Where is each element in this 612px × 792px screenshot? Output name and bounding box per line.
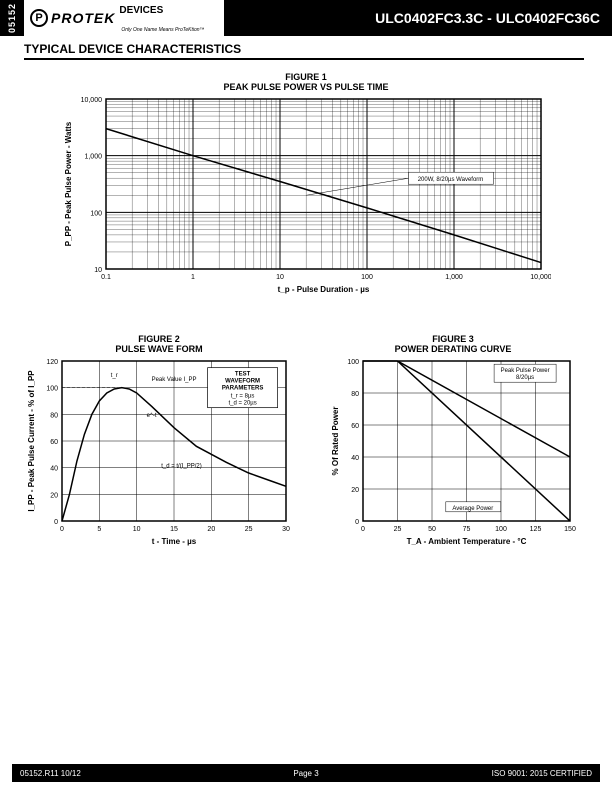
- svg-text:10: 10: [133, 526, 141, 533]
- figure3-area: FIGURE 3 POWER DERATING CURVE 0 25 50 75 100…: [318, 334, 588, 548]
- figure3-chart: 0 25 50 75 100 125 150 0 20 40 60 80 100 Peak Pulse P…: [328, 356, 578, 546]
- section-title: TYPICAL DEVICE CHARACTERISTICS: [24, 42, 584, 60]
- doc-id-badge: 05152: [0, 0, 24, 36]
- svg-text:T_A - Ambient Temperature - °C: T_A - Ambient Temperature - °C: [407, 537, 527, 546]
- figure1-label: FIGURE 1: [24, 72, 588, 82]
- svg-text:t_d = t/(I_PP/2): t_d = t/(I_PP/2): [161, 464, 202, 470]
- svg-text:120: 120: [46, 359, 58, 366]
- svg-text:5: 5: [97, 526, 101, 533]
- svg-text:15: 15: [170, 526, 178, 533]
- svg-text:10: 10: [276, 274, 284, 281]
- svg-text:200W, 8/20µs Waveform: 200W, 8/20µs Waveform: [418, 177, 484, 183]
- svg-text:e^-t: e^-t: [147, 413, 157, 419]
- svg-text:100: 100: [495, 526, 507, 533]
- figure2-chart: 051015202530020406080100120TESTWAVEFORMP…: [24, 356, 294, 546]
- footer-right: ISO 9001: 2015 CERTIFIED: [492, 769, 592, 778]
- header: 05152 P PROTEK DEVICES Only One Name Mea…: [0, 0, 612, 36]
- product-range: ULC0402FC3.3C - ULC0402FC36C: [224, 0, 612, 36]
- svg-text:WAVEFORM: WAVEFORM: [225, 379, 260, 385]
- svg-text:1,000: 1,000: [84, 154, 102, 161]
- svg-text:10,000: 10,000: [81, 97, 103, 104]
- svg-text:100: 100: [90, 210, 102, 217]
- figure2-label: FIGURE 2: [24, 334, 294, 344]
- logo-tagline: Only One Name Means ProTeKtion™: [121, 27, 204, 33]
- footer: 05152.R11 10/12 Page 3 ISO 9001: 2015 CE…: [12, 764, 600, 782]
- footer-left: 05152.R11 10/12: [20, 769, 81, 778]
- svg-text:10,000: 10,000: [530, 274, 551, 281]
- figure1-area: FIGURE 1 PEAK PULSE POWER VS PULSE TIME …: [0, 64, 612, 304]
- svg-text:20: 20: [351, 487, 359, 494]
- svg-text:100: 100: [347, 359, 359, 366]
- logo-brand: PROTEK: [51, 10, 115, 26]
- svg-text:40: 40: [50, 466, 58, 473]
- svg-text:40: 40: [351, 455, 359, 462]
- footer-center: Page 3: [293, 769, 318, 778]
- logo-suffix: DEVICES: [119, 5, 163, 16]
- svg-text:100: 100: [46, 386, 58, 393]
- svg-text:TEST: TEST: [235, 372, 251, 378]
- svg-text:Peak Pulse Power: Peak Pulse Power: [501, 368, 550, 374]
- svg-text:t_p - Pulse Duration - µs: t_p - Pulse Duration - µs: [278, 285, 370, 294]
- svg-text:125: 125: [530, 526, 542, 533]
- svg-text:0: 0: [54, 519, 58, 526]
- logo-area: P PROTEK DEVICES Only One Name Means Pro…: [24, 0, 224, 36]
- svg-text:I_PP - Peak Pulse Current - %: I_PP - Peak Pulse Current - % of I_PP: [27, 370, 36, 512]
- svg-text:8/20µs: 8/20µs: [516, 375, 534, 381]
- svg-text:50: 50: [428, 526, 436, 533]
- svg-text:t - Time - µs: t - Time - µs: [152, 537, 197, 546]
- figure3-label: FIGURE 3: [318, 334, 588, 344]
- svg-text:P_PP - Peak Pulse Power - Watt: P_PP - Peak Pulse Power - Watts: [64, 121, 73, 246]
- svg-text:0: 0: [361, 526, 365, 533]
- svg-text:75: 75: [463, 526, 471, 533]
- svg-text:60: 60: [351, 423, 359, 430]
- svg-text:1: 1: [191, 274, 195, 281]
- figure2-title: PULSE WAVE FORM: [24, 344, 294, 354]
- figure3-title: POWER DERATING CURVE: [318, 344, 588, 354]
- svg-text:60: 60: [50, 439, 58, 446]
- figure1-title: PEAK PULSE POWER VS PULSE TIME: [24, 82, 588, 92]
- svg-text:0: 0: [355, 519, 359, 526]
- svg-text:20: 20: [50, 492, 58, 499]
- logo-p-icon: P: [30, 9, 48, 27]
- svg-text:80: 80: [50, 412, 58, 419]
- svg-text:Average Power: Average Power: [452, 506, 493, 512]
- svg-text:Peak Value I_PP: Peak Value I_PP: [152, 377, 197, 383]
- svg-text:100: 100: [361, 274, 373, 281]
- figure1-chart: 0.1 1 10 100 1,000 10,000 10 100 1,000 10,000 200W…: [61, 94, 551, 294]
- svg-text:% Of Rated Power: % Of Rated Power: [331, 407, 340, 476]
- svg-text:0: 0: [60, 526, 64, 533]
- svg-text:150: 150: [564, 526, 576, 533]
- svg-text:t_d = 20µs: t_d = 20µs: [228, 401, 256, 407]
- svg-text:30: 30: [282, 526, 290, 533]
- svg-text:10: 10: [94, 267, 102, 274]
- svg-text:PARAMETERS: PARAMETERS: [222, 386, 264, 392]
- svg-text:25: 25: [245, 526, 253, 533]
- svg-text:80: 80: [351, 391, 359, 398]
- figure-row: FIGURE 2 PULSE WAVE FORM 0 5 10 15 20 25 30 0 20…: [0, 334, 612, 548]
- svg-text:t_r: t_r: [111, 373, 118, 379]
- svg-text:20: 20: [207, 526, 215, 533]
- svg-text:0.1: 0.1: [101, 274, 111, 281]
- svg-text:25: 25: [394, 526, 402, 533]
- svg-text:t_r = 8µs: t_r = 8µs: [231, 394, 255, 400]
- figure2-area: FIGURE 2 PULSE WAVE FORM 0 5 10 15 20 25 30 0 20…: [24, 334, 294, 548]
- svg-text:1,000: 1,000: [445, 274, 463, 281]
